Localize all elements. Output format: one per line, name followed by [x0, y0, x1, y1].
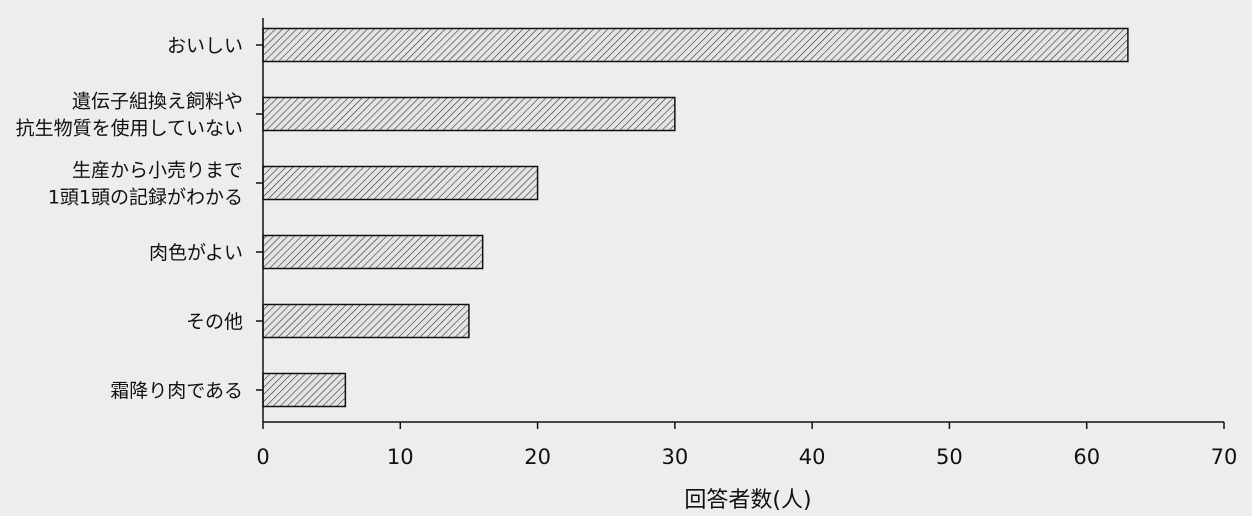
x-tick-label-5: 50	[936, 445, 963, 469]
x-tick-label-2: 20	[524, 445, 551, 469]
category-label-2: 生産から小売りまで 1頭1頭の記録がわかる	[48, 160, 243, 209]
category-label-5: 霜降り肉である	[110, 380, 243, 402]
category-label-0: おいしい	[167, 35, 243, 57]
category-label-4: その他	[186, 311, 243, 333]
x-tick-label-6: 60	[1073, 445, 1100, 469]
x-tick-labels: 0 10 20 30 40 50 60 70	[256, 445, 1237, 469]
x-tick-label-1: 10	[387, 445, 414, 469]
x-axis-title: 回答者数(人)	[684, 488, 811, 513]
bars-group	[262, 27, 1129, 408]
x-tick-label-0: 0	[256, 445, 269, 469]
x-tick-label-7: 70	[1211, 445, 1238, 469]
bar-0	[262, 27, 1129, 63]
category-label-3: 肉色がよい	[149, 242, 243, 264]
x-tick-label-3: 30	[661, 445, 688, 469]
bar-3	[262, 234, 484, 270]
bar-1	[262, 96, 676, 132]
category-label-1: 遺伝子組換え飼料や抗生物質を使用していない	[16, 91, 243, 140]
bar-2	[262, 165, 539, 201]
bar-5	[262, 372, 347, 408]
x-tick-label-4: 40	[799, 445, 826, 469]
axes	[256, 18, 1225, 429]
bar-4	[262, 303, 470, 339]
